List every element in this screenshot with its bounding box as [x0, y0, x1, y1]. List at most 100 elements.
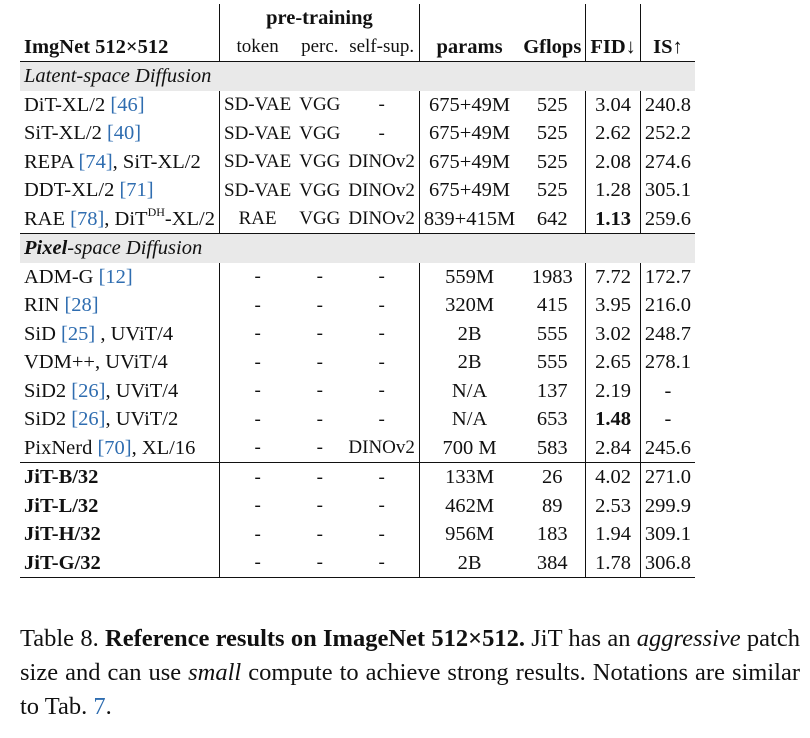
is-cell: 299.9 — [639, 491, 695, 520]
params-cell: 839+415M — [418, 204, 520, 234]
token-cell: - — [219, 291, 296, 320]
method-name-suffix: , XL/16 — [131, 436, 196, 459]
gflops-cell: 642 — [536, 207, 568, 230]
fid-cell: 7.72 — [585, 262, 641, 291]
method-name: JiT-G/32 — [24, 551, 101, 574]
is-cell: 248.7 — [639, 319, 695, 348]
method-name: SiD2 — [24, 408, 72, 430]
header-row: ImgNet 512×512 token perc. self-sup. par… — [20, 32, 695, 62]
is-cell: 305.1 — [639, 176, 695, 205]
table-row: RIN [28] - - -320M 415 3.95 216.0 — [20, 291, 695, 320]
fid-cell: 2.19 — [585, 376, 641, 405]
fid-cell: 3.95 — [585, 291, 641, 320]
caption-text-1: JiT has an — [524, 625, 637, 652]
citation-link[interactable]: [78] — [70, 207, 105, 230]
params-cell: 320M — [418, 291, 520, 320]
citation-link[interactable]: [46] — [110, 93, 145, 116]
method-name-cell: RAE [78], DiTDH-XL/2 — [20, 205, 220, 234]
selfsup-cell: DINOv2 — [348, 437, 415, 459]
method-name: DDT-XL/2 — [24, 179, 120, 201]
method-name-cell: RIN [28] — [20, 291, 220, 320]
section-pixel: Pixel-space Diffusion — [20, 233, 695, 263]
table-row: JiT-L/32- - -462M 89 2.53 299.9 — [20, 491, 695, 520]
caption-text-4: . — [105, 693, 112, 720]
params-cell: 133M — [418, 462, 520, 492]
section-latent-label: Latent-space Diffusion — [20, 61, 695, 91]
citation-link[interactable]: [28] — [64, 294, 99, 316]
is-cell: 259.6 — [639, 204, 695, 234]
table-row: RAE [78], DiTDH-XL/2 RAE VGG DINOv2 839+415M… — [20, 204, 695, 234]
is-cell: - — [639, 376, 695, 405]
citation-link[interactable]: [25] — [61, 322, 96, 345]
perc-cell: VGG — [299, 151, 341, 173]
citation-link[interactable]: [26] — [71, 379, 106, 402]
citation-link[interactable]: [74] — [78, 150, 113, 173]
gflops-cell: 415 — [536, 294, 568, 316]
method-name: RAE — [24, 207, 71, 230]
selfsup-cell: - — [378, 495, 385, 517]
citation-link[interactable]: [26] — [71, 408, 106, 430]
is-cell: 274.6 — [639, 147, 695, 176]
is-cell: 240.8 — [639, 90, 695, 119]
method-name-suffix: , UViT/2 — [105, 408, 179, 430]
fid-cell: 2.08 — [585, 147, 641, 176]
token-cell: - — [219, 433, 296, 463]
is-cell: 172.7 — [639, 262, 695, 291]
fid-cell: 2.84 — [585, 433, 641, 463]
caption-text-3: compute to achieve strong results. Notat… — [20, 659, 800, 720]
method-name-suffix: , SiT-XL/2 — [112, 150, 201, 173]
perc-cell: VGG — [299, 208, 341, 230]
citation-link[interactable]: [12] — [98, 265, 133, 288]
col-params-header: params — [418, 32, 520, 62]
header-group-row: pre-training — [20, 4, 695, 33]
fid-cell: 1.94 — [585, 520, 641, 549]
caption-ref-link[interactable]: 7 — [93, 693, 106, 720]
fid-cell: 2.62 — [585, 119, 641, 148]
table-row: VDM++, UViT/4- - -2B 555 2.65 278.1 — [20, 348, 695, 377]
fid-cell: 2.65 — [585, 348, 641, 377]
gflops-cell: 384 — [519, 548, 586, 578]
perc-cell: - — [316, 495, 323, 517]
fid-cell: 1.78 — [585, 548, 641, 578]
method-name-cell: SiD [25] , UViT/4 — [20, 320, 220, 349]
token-cell: - — [219, 548, 296, 578]
selfsup-cell: - — [378, 94, 385, 116]
col-fid-header: FID↓ — [585, 32, 641, 62]
selfsup-cell: DINOv2 — [348, 208, 415, 230]
params-cell: 675+49M — [418, 176, 520, 205]
table-row: SiD2 [26], UViT/4- - - N/A 137 2.19- — [20, 376, 695, 406]
col-dataset-header: ImgNet 512×512 — [24, 35, 169, 58]
selfsup-cell: - — [344, 462, 420, 492]
citation-link[interactable]: [70] — [97, 436, 132, 459]
perc-cell: VGG — [299, 94, 341, 116]
section-pixel-bold: Pixel — [24, 237, 68, 259]
is-cell: 252.2 — [639, 119, 695, 148]
pretraining-group-label: pre-training — [219, 4, 420, 33]
gflops-cell: 525 — [536, 93, 568, 116]
params-cell: N/A — [418, 376, 520, 405]
method-name: ADM-G — [24, 265, 99, 288]
section-latent: Latent-space Diffusion — [20, 61, 695, 91]
table-row: DiT-XL/2 [46] SD-VAE VGG -675+49M 525 3.04 240… — [20, 90, 695, 119]
method-name-cell: REPA [74], SiT-XL/2 — [20, 148, 220, 177]
perc-cell: - — [316, 408, 323, 430]
fid-cell: 2.53 — [585, 491, 641, 520]
gflops-cell: 583 — [536, 436, 568, 459]
caption-title: Reference results on ImageNet 512×512. — [105, 625, 525, 652]
table-row: DDT-XL/2 [71] SD-VAE VGG DINOv2 675+49M 525 1.… — [20, 176, 695, 205]
method-name-cell: ADM-G [12] — [20, 263, 220, 292]
method-name-suffix-2: -XL/2 — [164, 207, 216, 230]
citation-link[interactable]: [40] — [106, 122, 142, 144]
method-name: RIN — [24, 294, 65, 316]
section-pixel-rest: -space Diffusion — [67, 237, 203, 259]
fid-cell: 4.02 — [585, 462, 641, 492]
params-cell: 956M — [418, 520, 520, 549]
citation-link[interactable]: [71] — [119, 179, 154, 201]
method-name-cell: PixNerd [70], XL/16 — [20, 434, 220, 463]
method-name-suffix: , UViT/4 — [105, 379, 179, 402]
section-pixel-label: Pixel-space Diffusion — [20, 233, 695, 263]
method-name-cell: SiD2 [26], UViT/4 — [20, 377, 220, 406]
results-table: pre-training ImgNet 512×512 token perc. … — [20, 4, 695, 578]
table-row: JiT-G/32- - -2B 384 1.78 306.8 — [20, 548, 695, 578]
is-cell: 216.0 — [639, 291, 695, 320]
